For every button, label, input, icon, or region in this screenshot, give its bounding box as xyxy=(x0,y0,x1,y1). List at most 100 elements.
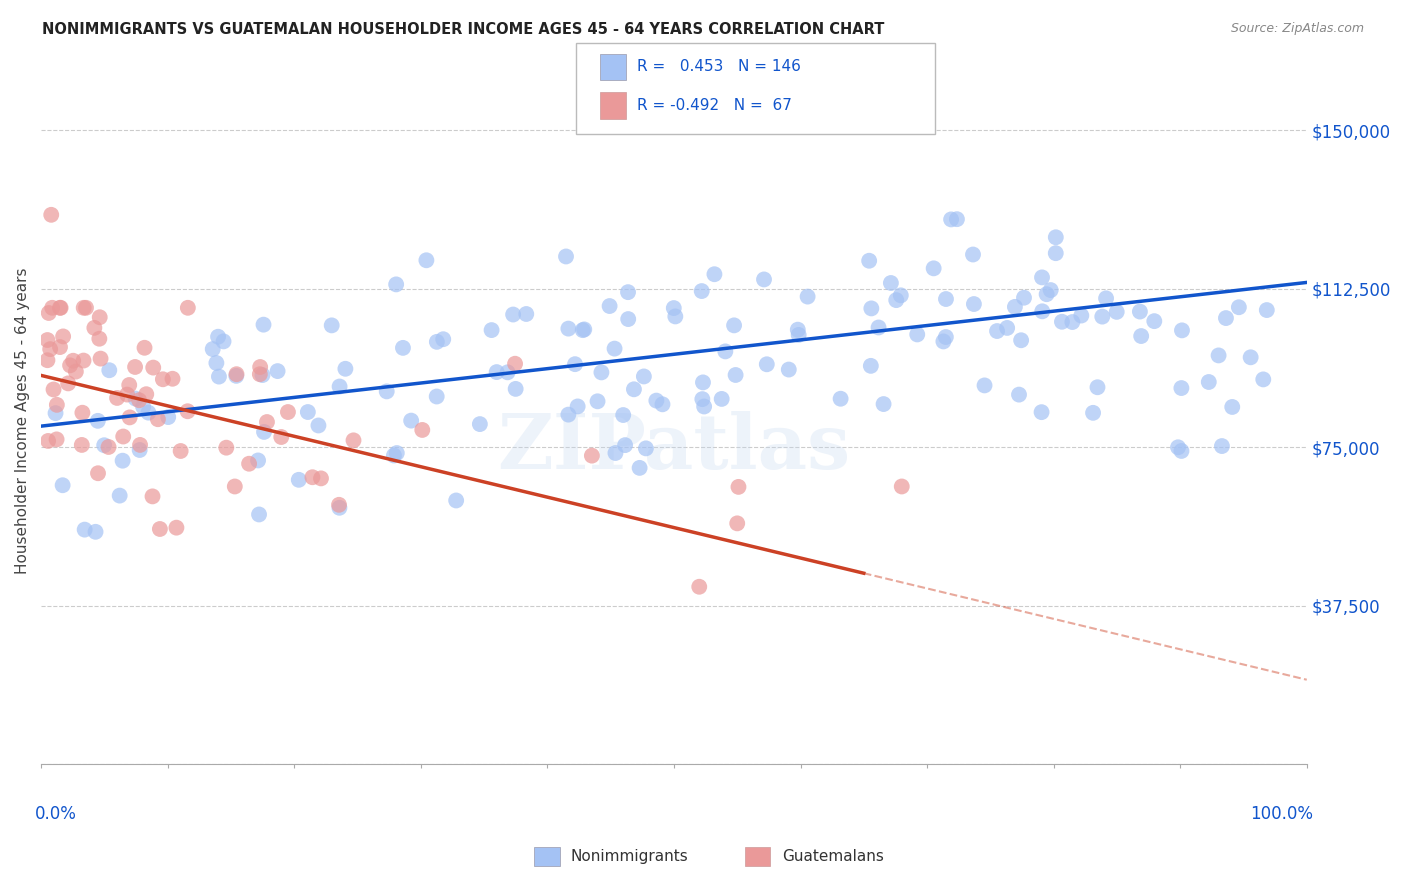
Point xyxy=(321,318,343,333)
Point xyxy=(129,438,152,452)
Point xyxy=(215,441,238,455)
Point xyxy=(690,284,713,298)
Point xyxy=(426,390,449,404)
Point xyxy=(591,365,613,379)
Point xyxy=(935,292,957,306)
Point xyxy=(963,297,986,311)
Point xyxy=(141,489,163,503)
Point xyxy=(651,397,673,411)
Point xyxy=(1008,387,1031,401)
Point xyxy=(118,378,141,392)
Point xyxy=(277,405,299,419)
Point xyxy=(375,384,398,399)
Point xyxy=(1035,287,1057,301)
Point xyxy=(939,212,962,227)
Point xyxy=(329,379,352,393)
Point xyxy=(444,493,467,508)
Point xyxy=(205,356,228,370)
Point xyxy=(1171,323,1194,337)
Point xyxy=(995,321,1018,335)
Point xyxy=(1031,405,1053,419)
Point xyxy=(382,449,405,463)
Point xyxy=(72,353,94,368)
Point xyxy=(693,400,716,414)
Point xyxy=(138,406,160,420)
Point xyxy=(128,393,150,408)
Point xyxy=(727,480,749,494)
Point xyxy=(49,301,72,315)
Point xyxy=(270,430,292,444)
Point xyxy=(39,342,62,356)
Y-axis label: Householder Income Ages 45 - 64 years: Householder Income Ages 45 - 64 years xyxy=(15,268,30,574)
Point xyxy=(266,364,288,378)
Point xyxy=(574,322,596,336)
Point xyxy=(72,406,94,420)
Point xyxy=(614,438,637,452)
Point xyxy=(124,359,146,374)
Point xyxy=(1031,270,1053,285)
Point xyxy=(868,320,890,334)
Point xyxy=(634,442,657,456)
Point xyxy=(890,288,912,302)
Point xyxy=(1198,375,1220,389)
Point xyxy=(1240,351,1263,365)
Point xyxy=(252,318,274,332)
Point xyxy=(165,521,187,535)
Point xyxy=(503,357,526,371)
Point xyxy=(89,310,111,325)
Point xyxy=(45,398,67,412)
Point xyxy=(1087,380,1109,394)
Point xyxy=(65,365,87,379)
Point xyxy=(567,400,589,414)
Point xyxy=(692,392,714,406)
Point xyxy=(612,408,634,422)
Point xyxy=(98,363,121,377)
Point xyxy=(152,372,174,386)
Point xyxy=(725,516,748,531)
Point xyxy=(932,334,955,349)
Point xyxy=(586,394,609,409)
Point xyxy=(1095,291,1118,305)
Point xyxy=(342,434,364,448)
Point xyxy=(124,392,146,406)
Point xyxy=(249,359,271,374)
Point xyxy=(225,368,247,383)
Point xyxy=(252,368,274,382)
Point xyxy=(108,489,131,503)
Point xyxy=(309,471,332,485)
Point xyxy=(787,327,810,342)
Point xyxy=(830,392,852,406)
Point xyxy=(157,410,180,425)
Point xyxy=(962,247,984,261)
Text: NONIMMIGRANTS VS GUATEMALAN HOUSEHOLDER INCOME AGES 45 - 64 YEARS CORRELATION CH: NONIMMIGRANTS VS GUATEMALAN HOUSEHOLDER … xyxy=(42,22,884,37)
Point xyxy=(859,359,882,373)
Point xyxy=(890,479,912,493)
Point xyxy=(485,365,508,379)
Point xyxy=(84,524,107,539)
Text: 100.0%: 100.0% xyxy=(1250,805,1313,823)
Point xyxy=(105,391,128,405)
Point xyxy=(922,261,945,276)
Point xyxy=(38,306,60,320)
Point xyxy=(481,323,503,337)
Point xyxy=(56,376,79,391)
Point xyxy=(176,404,198,418)
Point xyxy=(1208,348,1230,362)
Point xyxy=(1070,309,1092,323)
Point xyxy=(633,369,655,384)
Point xyxy=(880,276,903,290)
Point xyxy=(858,253,880,268)
Point xyxy=(1050,315,1073,329)
Point xyxy=(288,473,311,487)
Point xyxy=(688,580,710,594)
Point xyxy=(132,400,155,414)
Point xyxy=(307,418,329,433)
Point xyxy=(45,406,67,420)
Point xyxy=(426,334,449,349)
Point xyxy=(149,522,172,536)
Point xyxy=(146,412,169,426)
Point xyxy=(411,423,433,437)
Point xyxy=(415,253,437,268)
Point xyxy=(142,360,165,375)
Point xyxy=(256,415,278,429)
